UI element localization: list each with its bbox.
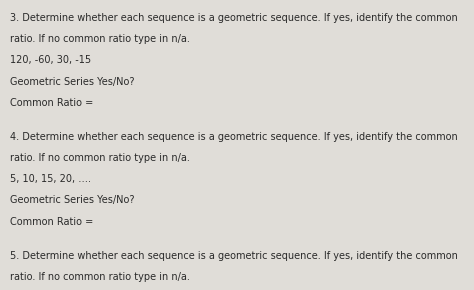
Text: 5. Determine whether each sequence is a geometric sequence. If yes, identify the: 5. Determine whether each sequence is a …	[10, 251, 458, 261]
Text: ratio. If no common ratio type in n/a.: ratio. If no common ratio type in n/a.	[10, 272, 190, 282]
Text: Geometric Series Yes/No?: Geometric Series Yes/No?	[10, 77, 135, 86]
Text: 3. Determine whether each sequence is a geometric sequence. If yes, identify the: 3. Determine whether each sequence is a …	[10, 13, 458, 23]
Text: Common Ratio =: Common Ratio =	[10, 98, 94, 108]
Text: 120, -60, 30, -15: 120, -60, 30, -15	[10, 55, 91, 65]
Text: ratio. If no common ratio type in n/a.: ratio. If no common ratio type in n/a.	[10, 34, 190, 44]
Text: 4. Determine whether each sequence is a geometric sequence. If yes, identify the: 4. Determine whether each sequence is a …	[10, 132, 458, 142]
Text: Common Ratio =: Common Ratio =	[10, 217, 94, 226]
Text: 5, 10, 15, 20, ….: 5, 10, 15, 20, ….	[10, 174, 91, 184]
Text: Geometric Series Yes/No?: Geometric Series Yes/No?	[10, 195, 135, 205]
Text: ratio. If no common ratio type in n/a.: ratio. If no common ratio type in n/a.	[10, 153, 190, 163]
